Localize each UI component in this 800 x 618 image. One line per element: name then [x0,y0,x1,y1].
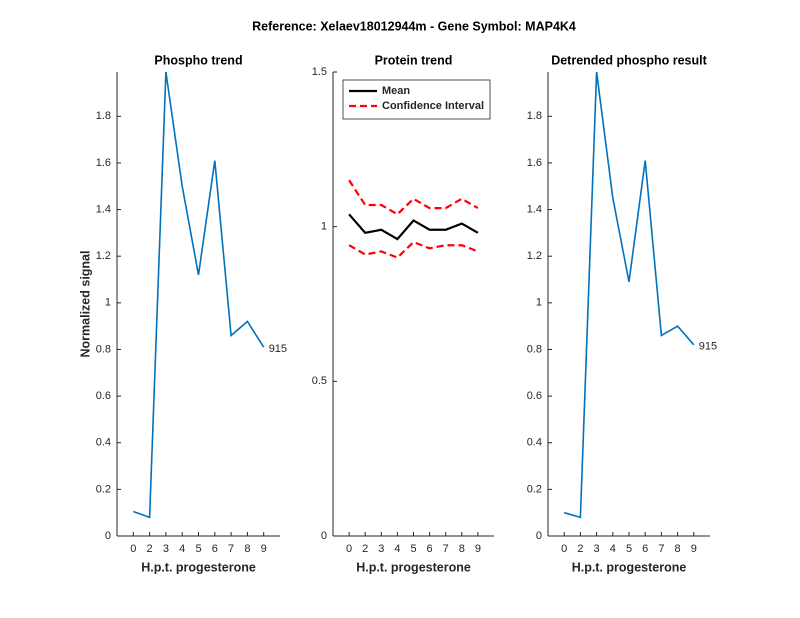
y-tick-label: 0.8 [527,343,542,355]
y-tick-label: 1.2 [527,250,542,262]
x-tick-label: 7 [228,543,234,555]
annotation: 915 [699,341,717,353]
series-line [133,71,265,519]
x-tick-label: 6 [212,543,218,555]
legend-label: Mean [382,85,410,97]
series-line [348,240,479,259]
y-tick-label: 1.6 [527,157,542,169]
y-tick-label: 0.4 [96,437,111,449]
legend-label: Confidence Interval [382,100,484,112]
y-tick-label: 1.6 [96,157,111,169]
x-tick-label: 5 [626,543,632,555]
legend-box [342,79,491,120]
y-tick-label: 0 [321,530,327,542]
annotation: 915 [269,343,287,355]
chart-title: Detrended phospho result [551,53,707,67]
y-tick-label: 0 [536,530,542,542]
y-tick-label: 0.2 [96,483,111,495]
x-tick-label: 7 [443,543,449,555]
x-tick-label: 8 [244,543,250,555]
y-tick-label: 0 [105,530,111,542]
x-axis-label: H.p.t. progesterone [572,560,687,574]
x-tick-label: 0 [346,543,352,555]
x-tick-label: 3 [163,543,169,555]
y-tick-label: 1.5 [312,66,327,78]
figure-title: Reference: Xelaev18012944m - Gene Symbol… [252,19,576,33]
x-tick-label: 9 [261,543,267,555]
y-tick-label: 1.4 [96,203,111,215]
y-tick-label: 1.4 [527,203,542,215]
x-tick-label: 0 [130,543,136,555]
y-tick-label: 0.2 [527,483,542,495]
y-tick-label: 1.8 [96,110,111,122]
y-tick-label: 0.6 [96,390,111,402]
y-tick-label: 1.8 [527,110,542,122]
chart-title: Phospho trend [154,53,242,67]
x-tick-label: 0 [561,543,567,555]
x-tick-label: 6 [642,543,648,555]
x-tick-label: 3 [594,543,600,555]
series-line [348,213,479,241]
x-tick-label: 5 [195,543,201,555]
x-tick-label: 6 [427,543,433,555]
y-tick-label: 1.2 [96,250,111,262]
y-tick-label: 0.4 [527,437,542,449]
series-line [563,71,695,519]
x-tick-label: 8 [459,543,465,555]
series-line [348,179,479,216]
x-tick-label: 9 [691,543,697,555]
x-axis-label: H.p.t. progesterone [141,560,256,574]
x-tick-label: 2 [577,543,583,555]
y-axis-label: Normalized signal [78,251,92,358]
x-tick-label: 4 [179,543,185,555]
x-tick-label: 2 [362,543,368,555]
x-tick-label: 5 [410,543,416,555]
x-axis-label: H.p.t. progesterone [356,560,471,574]
y-tick-label: 0.6 [527,390,542,402]
y-tick-label: 1 [321,221,327,233]
x-tick-label: 9 [475,543,481,555]
y-tick-label: 0.8 [96,343,111,355]
y-tick-label: 1 [536,297,542,309]
chart-title: Protein trend [375,53,453,67]
x-tick-label: 4 [610,543,616,555]
x-tick-label: 3 [378,543,384,555]
y-tick-label: 0.5 [312,375,327,387]
x-tick-label: 4 [394,543,400,555]
x-tick-label: 8 [675,543,681,555]
y-tick-label: 1 [105,297,111,309]
x-tick-label: 7 [658,543,664,555]
x-tick-label: 2 [147,543,153,555]
